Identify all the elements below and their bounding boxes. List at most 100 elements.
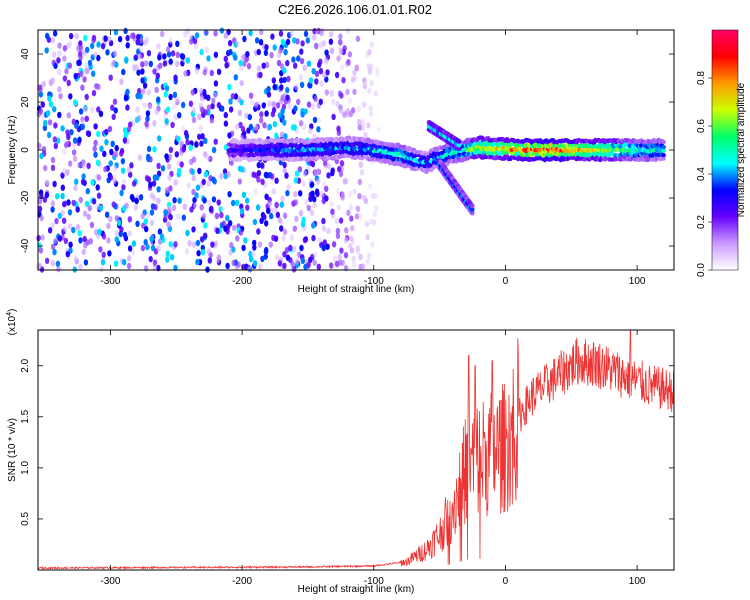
heatmap-cell [375,66,380,74]
heatmap-cell [322,239,327,246]
heatmap-cell [52,30,58,37]
heatmap-cell [133,204,138,211]
heatmap-cell [283,48,288,56]
heatmap-cell [291,245,297,253]
heatmap-cell [108,215,113,223]
heatmap-cell [41,80,46,88]
heatmap-cell [50,260,55,267]
heatmap-cell [90,106,95,113]
heatmap-cell [137,154,143,161]
heatmap-cell [198,124,204,132]
heatmap-cell [129,162,134,169]
heatmap-cell [108,160,113,167]
heatmap-cell [254,101,259,109]
heatmap-cell [55,193,60,200]
heatmap-cell [183,31,188,38]
heatmap-cell [78,108,84,115]
y-tick-label: 40 [20,48,31,60]
heatmap-cell [133,54,139,61]
heatmap-cell [148,60,153,68]
heatmap-cell [80,123,86,130]
heatmap-cell [285,38,291,46]
heatmap-cell [227,220,233,227]
heatmap-cell [121,178,127,186]
heatmap-cell [301,123,307,131]
heatmap-cell [341,77,346,84]
heatmap-cell [258,263,263,270]
heatmap-cell [111,113,116,121]
heatmap-cell [316,126,321,133]
heatmap-cell [134,197,139,205]
heatmap-cell [200,133,205,140]
heatmap-cell [310,103,316,110]
heatmap-cell [227,132,232,139]
heatmap-cell [240,166,245,173]
heatmap-cell [249,98,255,106]
heatmap-cell [229,242,234,249]
heatmap-cell [259,111,264,118]
heatmap-cell [245,204,250,211]
colorbar-ticks: 0.0 0.2 0.4 0.6 0.8 [696,71,712,277]
heatmap-cell [209,69,214,77]
heatmap-cell [140,244,146,252]
heatmap-cell [277,216,283,224]
heatmap-cell [145,110,151,117]
heatmap-cell [39,152,44,160]
heatmap-cell [107,250,112,257]
heatmap-cell [192,196,197,204]
heatmap-cell [661,156,666,161]
heatmap-cell [130,249,136,256]
heatmap-cell [227,40,233,47]
heatmap-cell [188,144,193,151]
heatmap-cell [126,125,132,133]
heatmap-cell [78,196,84,204]
heatmap-cell [239,208,245,215]
heatmap-cell [191,241,197,248]
y-tick-label: -20 [20,190,31,205]
heatmap-cell [207,257,212,264]
heatmap-cell [270,110,276,118]
heatmap-cell [173,241,178,248]
heatmap-cell [270,173,275,180]
heatmap-cell [275,102,281,109]
heatmap-cell [241,244,246,252]
heatmap-cell [298,210,304,217]
heatmap-cell [119,226,124,233]
heatmap-cell [282,167,287,174]
heatmap-cell [280,107,285,115]
heatmap-cell [343,252,349,259]
heatmap-cell [253,124,259,131]
heatmap-cell [67,62,73,69]
heatmap-cell [279,225,284,232]
heatmap-cell [121,184,126,191]
heatmap-cell [191,107,196,114]
heatmap-cell [104,211,110,218]
heatmap-cell [317,237,322,244]
heatmap-cell [358,161,364,169]
heatmap-cell [144,120,149,128]
heatmap-cell [94,83,99,90]
heatmap-cell [229,160,235,167]
heatmap-cell [68,241,73,248]
heatmap-cell [329,89,335,97]
heatmap-cell [40,101,45,108]
heatmap-cell [238,229,244,236]
heatmap-cell [93,151,98,158]
heatmap-cell [252,239,257,247]
heatmap-cell [215,227,220,234]
heatmap-cell [324,185,329,192]
heatmap-cell [211,146,217,154]
heatmap-cell [86,162,91,169]
heatmap-cell [242,35,247,43]
heatmap-cell [172,91,178,99]
heatmap-cell [306,204,311,212]
heatmap-cell [96,106,101,113]
heatmap-cell [146,50,152,57]
heatmap-cell [131,180,137,187]
heatmap-cell [96,174,102,181]
heatmap-cell [68,32,74,40]
heatmap-cell [249,255,254,263]
heatmap-cell [369,41,374,48]
heatmap-cell [151,180,157,187]
heatmap-cell [312,34,317,41]
